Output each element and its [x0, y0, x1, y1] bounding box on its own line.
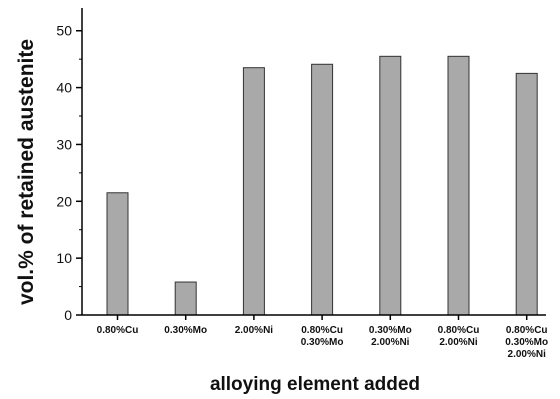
- x-tick-label: 0.80%Cu: [301, 325, 343, 336]
- bars: [106, 55, 538, 316]
- y-axis-title: vol.% of retained austenite: [15, 39, 38, 305]
- bar: [174, 281, 197, 316]
- x-tick-label: 0.30%Mo: [301, 337, 344, 348]
- y-tick-label: 40: [56, 80, 72, 96]
- x-tick-label: 0.80%Cu: [506, 325, 548, 336]
- x-tick-label: 0.80%Cu: [97, 325, 139, 336]
- y-tick-label: 20: [56, 193, 72, 209]
- x-axis: 0.80%Cu 0.30%Mo 2.00%Ni 0.80%Cu0.30%Mo0.30%…: [82, 314, 548, 360]
- bar: [515, 72, 538, 316]
- y-tick-label: 10: [56, 250, 72, 266]
- x-tick-label: 2.00%Ni: [371, 337, 410, 348]
- bar: [242, 67, 265, 316]
- x-tick-label: 2.00%Ni: [439, 337, 478, 348]
- x-tick-label: 2.00%Ni: [508, 349, 547, 360]
- x-tick-label: 2.00%Ni: [235, 325, 274, 336]
- y-tick-label: 30: [56, 136, 72, 152]
- bar: [447, 55, 470, 316]
- x-tick-label: 0.30%Mo: [164, 325, 207, 336]
- y-tick-label: 0: [64, 307, 72, 323]
- bar: [106, 192, 129, 316]
- x-tick-label: 0.30%Mo: [505, 337, 548, 348]
- bar: [379, 55, 402, 316]
- x-tick-label: 0.30%Mo: [369, 325, 412, 336]
- bar: [311, 63, 334, 316]
- x-tick-label: 0.80%Cu: [438, 325, 480, 336]
- y-axis: 0 10 20 30 40 50: [56, 8, 83, 323]
- x-axis-title: alloying element added: [210, 374, 420, 395]
- y-tick-label: 50: [56, 23, 72, 39]
